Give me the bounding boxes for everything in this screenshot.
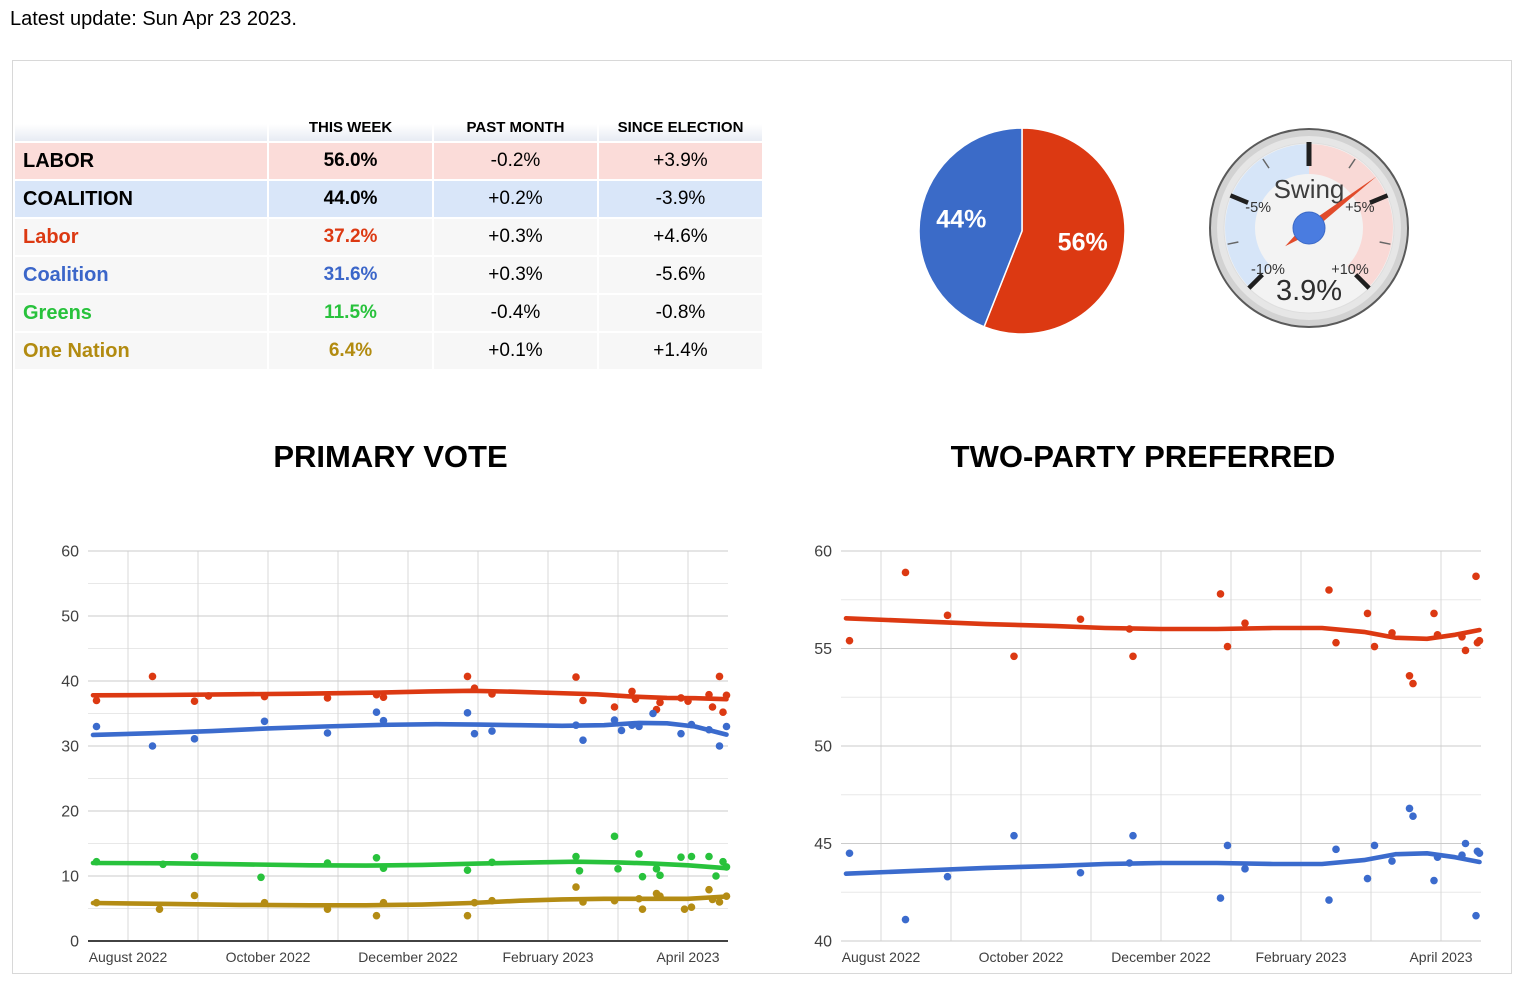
gauge-title: Swing: [1274, 174, 1345, 204]
x-axis-tick-label: February 2023: [1255, 949, 1346, 965]
gauge-value: 3.9%: [1276, 275, 1342, 307]
two-party-preferred-chart[interactable]: 40 45 50 55 60 August 2022 October 2022 Decembe…: [796, 541, 1511, 971]
cell-past-month: -0.2%: [434, 143, 597, 179]
summary-row-labor[interactable]: LABOR 56.0% -0.2% +3.9%: [15, 143, 762, 179]
cell-past-month: +0.3%: [434, 257, 597, 293]
swing-gauge[interactable]: -5% +5% -10% +10% Swing 3.9%: [1204, 123, 1414, 333]
cell-past-month: -0.4%: [434, 295, 597, 331]
pie-slice[interactable]: [983, 127, 1126, 335]
cell-this-week: 6.4%: [269, 333, 432, 369]
cell-since-election: +4.6%: [599, 219, 762, 255]
cell-party-label: COALITION: [15, 181, 267, 217]
summary-header-row: THIS WEEK PAST MONTH SINCE ELECTION: [15, 113, 762, 141]
two-party-pie-chart[interactable]: 56% 44%: [914, 123, 1130, 339]
x-axis-tick-label: October 2022: [979, 949, 1064, 965]
y-axis-tick-label: 45: [814, 836, 832, 853]
gauge-tick-label: +10%: [1331, 262, 1369, 278]
cell-this-week: 31.6%: [269, 257, 432, 293]
cell-past-month: +0.1%: [434, 333, 597, 369]
x-axis-tick-label: August 2022: [842, 949, 921, 965]
col-header-this-week: THIS WEEK: [269, 113, 432, 141]
gauge-hub: [1292, 211, 1326, 245]
x-axis-tick-label: December 2022: [358, 949, 458, 965]
cell-party-label: One Nation: [15, 333, 267, 369]
pie-slice-label: 56%: [1058, 229, 1108, 257]
col-header-since-election: SINCE ELECTION: [599, 113, 762, 141]
pie-slice-label: 44%: [936, 205, 986, 233]
x-axis-tick-label: April 2023: [1409, 949, 1472, 965]
y-axis-tick-label: 50: [814, 739, 832, 756]
cell-party-label: Greens: [15, 295, 267, 331]
x-axis-tick-label: February 2023: [502, 949, 593, 965]
cell-past-month: +0.2%: [434, 181, 597, 217]
cell-this-week: 37.2%: [269, 219, 432, 255]
col-header-past-month: PAST MONTH: [434, 113, 597, 141]
x-axis-tick-label: October 2022: [226, 949, 311, 965]
x-axis-tick-label: August 2022: [89, 949, 168, 965]
cell-since-election: +3.9%: [599, 143, 762, 179]
summary-row-greens[interactable]: Greens 11.5% -0.4% -0.8%: [15, 295, 762, 331]
cell-since-election: -3.9%: [599, 181, 762, 217]
y-axis-tick-label: 55: [814, 641, 832, 658]
cell-this-week: 44.0%: [269, 181, 432, 217]
summary-row-coalition[interactable]: Coalition 31.6% +0.3% -5.6%: [15, 257, 762, 293]
summary-table: THIS WEEK PAST MONTH SINCE ELECTION LABO…: [13, 111, 764, 371]
pie-slice[interactable]: [918, 127, 1023, 328]
primary-vote-title: PRIMARY VOTE: [273, 439, 508, 474]
cell-this-week: 56.0%: [269, 143, 432, 179]
x-axis-tick-label: December 2022: [1111, 949, 1211, 965]
primary-vote-chart[interactable]: 0 10 20 30 40 50 60 August 2022 October 2022 Dece…: [43, 541, 758, 971]
cell-party-label: Labor: [15, 219, 267, 255]
summary-row-labor[interactable]: Labor 37.2% +0.3% +4.6%: [15, 219, 762, 255]
cell-past-month: +0.3%: [434, 219, 597, 255]
dashboard-panel: THIS WEEK PAST MONTH SINCE ELECTION LABO…: [12, 60, 1512, 974]
summary-row-coalition[interactable]: COALITION 44.0% +0.2% -3.9%: [15, 181, 762, 217]
cell-since-election: -0.8%: [599, 295, 762, 331]
gauge-tick-label: -10%: [1251, 262, 1285, 278]
y-axis-tick-label: 40: [814, 934, 832, 951]
y-axis-tick-label: 60: [814, 544, 832, 561]
y-axis-tick-label: 50: [61, 609, 79, 626]
col-header-empty: [15, 113, 267, 141]
cell-since-election: -5.6%: [599, 257, 762, 293]
y-axis-tick-label: 20: [61, 804, 79, 821]
y-axis-tick-label: 30: [61, 739, 79, 756]
y-axis-tick-label: 60: [61, 544, 79, 561]
y-axis-tick-label: 0: [70, 934, 79, 951]
two-party-preferred-title: TWO-PARTY PREFERRED: [950, 439, 1336, 474]
summary-row-one-nation[interactable]: One Nation 6.4% +0.1% +1.4%: [15, 333, 762, 369]
y-axis-tick-label: 10: [61, 869, 79, 886]
gauge-tick-label: -5%: [1245, 200, 1271, 216]
y-axis-tick-label: 40: [61, 674, 79, 691]
gauge-tick-label: +5%: [1345, 200, 1375, 216]
cell-this-week: 11.5%: [269, 295, 432, 331]
cell-party-label: LABOR: [15, 143, 267, 179]
x-axis-tick-label: April 2023: [656, 949, 719, 965]
latest-update-text: Latest update: Sun Apr 23 2023.: [10, 8, 297, 30]
cell-party-label: Coalition: [15, 257, 267, 293]
cell-since-election: +1.4%: [599, 333, 762, 369]
